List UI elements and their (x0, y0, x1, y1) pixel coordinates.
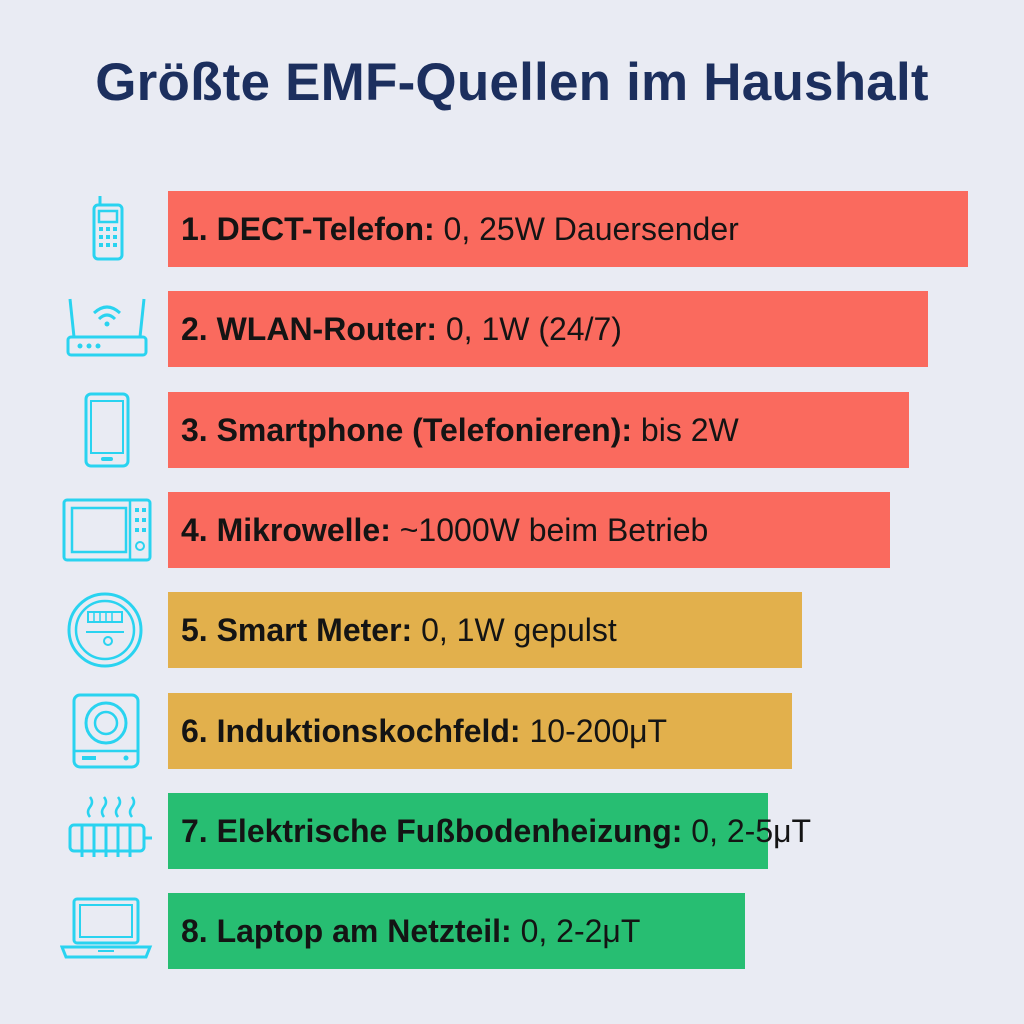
bar-label-name: 1. DECT-Telefon: (181, 211, 435, 247)
smart-meter-icon (67, 592, 143, 668)
bar-label-name: 8. Laptop am Netzteil: (181, 913, 512, 950)
bar-label: 2. WLAN-Router: 0, 1W (24/7) (181, 291, 622, 367)
bar-label-name: 3. Smartphone (Telefonieren): (181, 411, 633, 448)
bar-label: 3. Smartphone (Telefonieren): bis 2W (181, 392, 739, 468)
bar (168, 592, 802, 669)
bar-label-name: 5. Smart Meter: (181, 612, 413, 649)
wifi-router-icon (60, 291, 156, 367)
bar-label: 6. Induktionskochfeld: 10-200μT (181, 693, 667, 769)
chart-row: 2. WLAN-Router: 0, 1W (24/7) (0, 291, 1024, 368)
microwave-icon (62, 498, 152, 562)
bar-label-detail: ~1000W beim Betrieb (390, 511, 709, 548)
bar-label-detail: bis 2W (632, 411, 739, 448)
bar (168, 391, 909, 468)
bar (168, 191, 968, 267)
bar-label-name: 2. WLAN-Router: (181, 311, 437, 348)
floor-heating-icon (68, 796, 152, 857)
chart-row: 7. Elektrische Fußbodenheizung: 0, 2-5μT (0, 792, 1024, 869)
bar-label-detail: 10-200μT (520, 712, 668, 749)
bar-label: 1. DECT-Telefon: 0, 25W Dauersender (181, 191, 739, 267)
bar-label: 4. Mikrowelle: ~1000W beim Betrieb (181, 492, 708, 568)
bar (168, 291, 928, 368)
bar-label-detail: 0, 1W (24/7) (436, 311, 622, 348)
laptop-icon (60, 893, 156, 969)
bar (168, 692, 792, 769)
bar-label: 7. Elektrische Fußbodenheizung: 0, 2-5μT (181, 793, 811, 869)
laptop-icon (60, 897, 153, 959)
chart-row: 6. Induktionskochfeld: 10-200μT (0, 692, 1024, 769)
bar-label-detail: 0, 2-2μT (511, 913, 641, 950)
induction-cooktop-icon (60, 693, 156, 769)
bar (168, 792, 768, 869)
smart-meter-icon (60, 592, 156, 668)
bar-label: 5. Smart Meter: 0, 1W gepulst (181, 592, 617, 668)
smartphone-icon (84, 392, 130, 468)
bar-label: 8. Laptop am Netzteil: 0, 2-2μT (181, 893, 640, 969)
chart-title: Größte EMF-Quellen im Haushalt (95, 53, 929, 112)
bar (168, 491, 890, 568)
bar-label-name: 6. Induktionskochfeld: (181, 712, 521, 749)
bar (168, 893, 745, 970)
floor-heating-icon (60, 793, 156, 869)
cordless-phone-icon (60, 191, 156, 267)
bar-label-detail: 0, 2-5μT (682, 812, 812, 849)
bar-label-detail: 0, 25W Dauersender (434, 211, 739, 247)
chart-row: 1. DECT-Telefon: 0, 25W Dauersender (0, 191, 1024, 267)
bar-label-name: 7. Elektrische Fußbodenheizung: (181, 812, 683, 849)
microwave-icon (60, 492, 156, 568)
bar-label-name: 4. Mikrowelle: (181, 511, 391, 548)
chart-row: 3. Smartphone (Telefonieren): bis 2W (0, 391, 1024, 468)
chart-row: 4. Mikrowelle: ~1000W beim Betrieb (0, 491, 1024, 568)
chart-row: 5. Smart Meter: 0, 1W gepulst (0, 592, 1024, 669)
smartphone-icon (60, 392, 156, 468)
chart-row: 8. Laptop am Netzteil: 0, 2-2μT (0, 893, 1024, 970)
induction-cooktop-icon (72, 693, 140, 768)
wifi-router-icon (66, 299, 148, 357)
cordless-phone-icon (92, 196, 124, 261)
bar-label-detail: 0, 1W gepulst (412, 612, 617, 649)
